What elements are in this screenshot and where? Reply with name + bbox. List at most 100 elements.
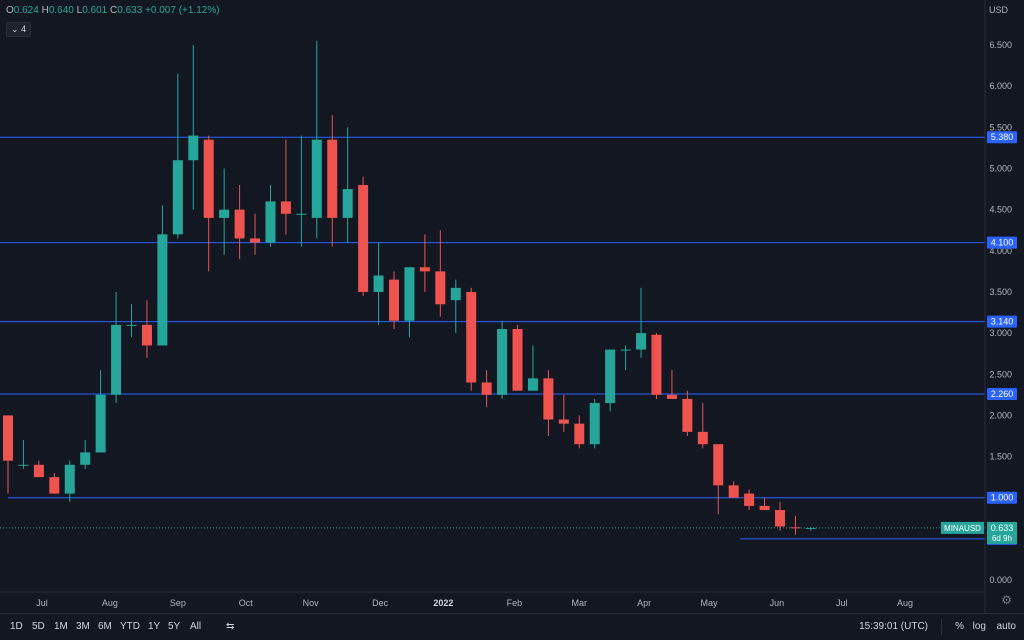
range-button-1y[interactable]: 1Y bbox=[148, 621, 161, 632]
candle-body[interactable] bbox=[33, 464, 44, 478]
candle-body[interactable] bbox=[126, 324, 137, 326]
bottom-toolbar: 1D 5D 1M 3M 6M YTD 1Y 5Y All ⇆ 15:39:01 (UTC) % … bbox=[0, 613, 1024, 640]
toolbar-divider bbox=[941, 619, 942, 635]
candle-body[interactable] bbox=[713, 444, 724, 486]
candle-body[interactable] bbox=[188, 135, 199, 161]
candle-body[interactable] bbox=[775, 510, 785, 527]
candle-body[interactable] bbox=[682, 398, 693, 432]
candles-layer bbox=[3, 40, 816, 535]
auto-toggle[interactable]: auto bbox=[996, 621, 1016, 632]
gear-icon[interactable]: ⚙ bbox=[1001, 593, 1012, 607]
candle-body[interactable] bbox=[636, 333, 647, 350]
time-tick-label: Aug bbox=[102, 598, 118, 608]
candle-body[interactable] bbox=[450, 287, 461, 301]
candle-body[interactable] bbox=[157, 234, 168, 346]
price-tick-label: 6.000 bbox=[989, 81, 1012, 91]
candle-body[interactable] bbox=[280, 201, 291, 214]
candle-body[interactable] bbox=[466, 291, 477, 383]
candle-body[interactable] bbox=[18, 464, 29, 466]
candle-body[interactable] bbox=[651, 334, 662, 395]
candle-body[interactable] bbox=[697, 431, 708, 445]
level-label-text: 1.000 bbox=[991, 493, 1014, 503]
candle-body[interactable] bbox=[250, 238, 261, 243]
open-value: 0.624 bbox=[13, 5, 39, 16]
candle-body[interactable] bbox=[790, 527, 801, 529]
candle-body[interactable] bbox=[759, 505, 770, 511]
last-price-badge bbox=[987, 521, 1017, 544]
candle-body[interactable] bbox=[481, 382, 492, 395]
range-button-5y[interactable]: 5Y bbox=[168, 621, 181, 632]
candle-body[interactable] bbox=[419, 267, 430, 272]
price-tick-label: 4.000 bbox=[989, 246, 1012, 256]
candle-body[interactable] bbox=[620, 349, 631, 351]
candle-body[interactable] bbox=[666, 394, 677, 399]
range-button-5d[interactable]: 5D bbox=[32, 621, 45, 632]
candle-body[interactable] bbox=[512, 328, 523, 391]
range-button-6m[interactable]: 6M bbox=[98, 621, 112, 632]
range-button-all[interactable]: All bbox=[190, 621, 202, 632]
candle-body[interactable] bbox=[435, 271, 446, 305]
indicators-toggle-button[interactable]: ⌄ 4 bbox=[6, 22, 32, 37]
currency-label[interactable]: USD bbox=[988, 5, 1008, 15]
indicator-count: 4 bbox=[21, 24, 27, 34]
candle-body[interactable] bbox=[265, 201, 276, 243]
candle-body[interactable] bbox=[203, 139, 214, 218]
candle-body[interactable] bbox=[342, 189, 353, 218]
candle-body[interactable] bbox=[95, 394, 106, 453]
price-tick-label: 3.500 bbox=[989, 287, 1012, 297]
candle-body[interactable] bbox=[744, 493, 755, 506]
chevron-down-icon: ⌄ bbox=[11, 24, 19, 34]
price-tick-label: 0.000 bbox=[989, 575, 1012, 585]
candle-body[interactable] bbox=[111, 324, 122, 395]
candle-body[interactable] bbox=[373, 275, 384, 292]
candle-body[interactable] bbox=[219, 209, 230, 218]
candle-body[interactable] bbox=[558, 419, 569, 424]
candle-body[interactable] bbox=[3, 415, 13, 461]
level-label-text: 4.100 bbox=[991, 238, 1014, 248]
candle-body[interactable] bbox=[605, 349, 616, 404]
price-tick-label: 2.000 bbox=[989, 410, 1012, 420]
candle-body[interactable] bbox=[728, 485, 739, 498]
level-label-badge[interactable] bbox=[987, 491, 1017, 504]
date-range-icon[interactable]: ⇆ bbox=[226, 621, 235, 632]
change-value: +0.007 (+1.12%) bbox=[145, 5, 220, 16]
level-label-badge[interactable] bbox=[987, 236, 1017, 249]
range-button-1m[interactable]: 1M bbox=[54, 621, 68, 632]
candle-body[interactable] bbox=[80, 452, 91, 465]
level-label-badge[interactable] bbox=[987, 131, 1017, 144]
candle-body[interactable] bbox=[49, 477, 60, 494]
candle-body[interactable] bbox=[497, 328, 508, 395]
candle-body[interactable] bbox=[141, 324, 152, 346]
percent-toggle[interactable]: % bbox=[955, 621, 964, 632]
candle-body[interactable] bbox=[172, 160, 183, 235]
level-label-text: 3.140 bbox=[991, 317, 1014, 327]
price-tick-label: 6.500 bbox=[989, 40, 1012, 50]
high-label: H bbox=[41, 5, 49, 16]
candle-body[interactable] bbox=[574, 423, 585, 445]
price-tick-label: 4.500 bbox=[989, 205, 1012, 215]
candle-body[interactable] bbox=[327, 139, 338, 218]
time-axis[interactable]: Jul Aug Sep Oct Nov Dec 2022 Feb Mar Apr May Jun Jul… bbox=[0, 591, 985, 608]
range-button-3m[interactable]: 3M bbox=[76, 621, 90, 632]
candle-body[interactable] bbox=[404, 267, 415, 321]
price-tick-label: 2.500 bbox=[989, 369, 1012, 379]
range-button-ytd[interactable]: YTD bbox=[120, 621, 140, 632]
level-label-badge[interactable] bbox=[987, 315, 1017, 328]
candle-body[interactable] bbox=[296, 213, 307, 215]
candle-body[interactable] bbox=[589, 403, 600, 445]
high-value: 0.640 bbox=[48, 5, 74, 16]
candle-body[interactable] bbox=[805, 527, 816, 529]
clock-time[interactable]: 15:39:01 (UTC) bbox=[859, 621, 928, 632]
price-axis[interactable]: 0.0000.5001.0001.5002.0002.5003.0003.500… bbox=[941, 0, 1017, 614]
level-label-badge[interactable] bbox=[987, 388, 1017, 401]
candle-body[interactable] bbox=[64, 464, 75, 494]
candle-body[interactable] bbox=[311, 139, 322, 218]
candle-body[interactable] bbox=[358, 184, 369, 292]
candle-body[interactable] bbox=[389, 279, 399, 321]
candle-body[interactable] bbox=[543, 378, 554, 420]
log-toggle[interactable]: log bbox=[972, 621, 986, 632]
candle-body[interactable] bbox=[234, 209, 245, 239]
candle-body[interactable] bbox=[527, 378, 538, 391]
range-button-1d[interactable]: 1D bbox=[10, 621, 23, 632]
